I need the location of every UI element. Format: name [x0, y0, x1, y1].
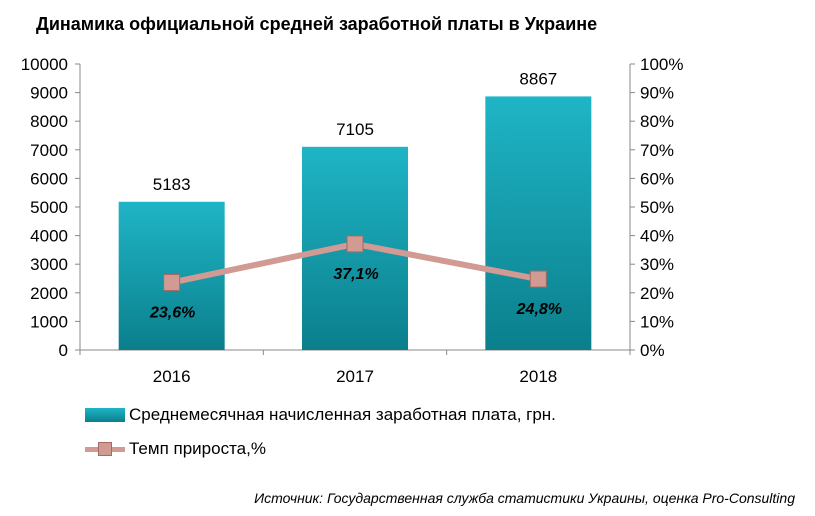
y-right-tick-label: 70% — [640, 141, 674, 160]
y-left-tick-label: 9000 — [30, 84, 68, 103]
y-right-tick-label: 90% — [640, 84, 674, 103]
legend-line-swatch — [85, 442, 125, 456]
bar-value-label: 8867 — [519, 69, 557, 88]
y-right-tick-label: 0% — [640, 341, 665, 360]
y-left-tick-label: 2000 — [30, 284, 68, 303]
y-left-tick-label: 3000 — [30, 255, 68, 274]
legend-label-salary: Среднемесячная начисленная заработная пл… — [129, 405, 556, 424]
y-right-tick-label: 10% — [640, 312, 674, 331]
source-note: Источник: Государственная служба статист… — [254, 490, 795, 506]
legend-item-growth: Темп прироста,% — [85, 438, 266, 460]
bar-value-label: 5183 — [153, 175, 191, 194]
x-tick-label: 2017 — [336, 367, 374, 386]
y-left-tick-label: 5000 — [30, 198, 68, 217]
y-right-tick-label: 50% — [640, 198, 674, 217]
chart-area: 0 1000 2000 3000 4000 5000 6000 7000 8000 9000 100… — [21, 55, 684, 386]
chart-title: Динамика официальной средней заработной … — [36, 14, 598, 34]
legend-item-salary: Среднемесячная начисленная заработная пл… — [85, 404, 556, 426]
growth-point — [346, 235, 364, 253]
y-left-tick-label: 7000 — [30, 141, 68, 160]
legend-bar-swatch — [85, 408, 125, 422]
y-right-tick-label: 40% — [640, 227, 674, 246]
y-right-tick-label: 100% — [640, 55, 683, 74]
growth-value-label: 23,6% — [149, 305, 195, 322]
y-right-tick-label: 60% — [640, 169, 674, 188]
y-right-tick-label: 20% — [640, 284, 674, 303]
x-tick-label: 2018 — [519, 367, 557, 386]
bar — [485, 96, 592, 350]
growth-point — [529, 270, 547, 288]
y-left-tick-label: 4000 — [30, 227, 68, 246]
growth-value-label: 24,8% — [516, 301, 562, 318]
x-tick-label: 2016 — [153, 367, 191, 386]
y-left-tick-label: 8000 — [30, 112, 68, 131]
y-left-tick-label: 10000 — [21, 55, 68, 74]
legend-label-growth: Темп прироста,% — [129, 439, 266, 458]
y-left-tick-label: 0 — [59, 341, 68, 360]
growth-value-label: 37,1% — [333, 266, 378, 283]
y-left-tick-label: 6000 — [30, 169, 68, 188]
bar-value-label: 7105 — [336, 120, 374, 139]
y-right-tick-label: 80% — [640, 112, 674, 131]
y-right-tick-label: 30% — [640, 255, 674, 274]
y-left-tick-label: 1000 — [30, 312, 68, 331]
growth-point — [163, 274, 181, 292]
